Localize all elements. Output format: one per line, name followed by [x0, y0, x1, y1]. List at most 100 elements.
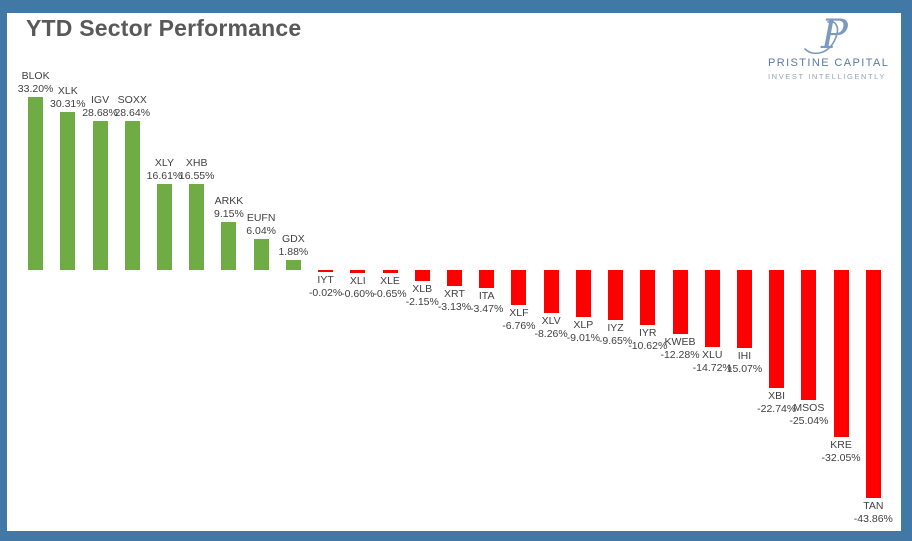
- bar-label-XLV: XLV -8.26%: [534, 315, 567, 341]
- bar-IHI: [736, 270, 752, 349]
- bar-ticker: SOXX: [117, 94, 147, 107]
- bar-label-ARKK: ARKK 9.15%: [214, 195, 244, 221]
- bar-ticker: XLF: [509, 307, 529, 320]
- bar-value: -8.26%: [534, 327, 568, 340]
- bar-ticker: GDX: [281, 233, 305, 246]
- bar-XBI: [769, 270, 785, 389]
- bar-ticker: XLI: [349, 275, 366, 288]
- bar-label-IYT: IYT -0.02%: [309, 274, 342, 300]
- bar-label-KWEB: KWEB -12.28%: [660, 336, 699, 362]
- bar-value: 16.55%: [178, 169, 215, 182]
- bar-value: -25.04%: [789, 415, 829, 428]
- bar-label-XBI: XBI -22.74%: [757, 390, 796, 416]
- bar-ticker: XLY: [154, 156, 174, 169]
- bar-value: -0.60%: [341, 288, 375, 301]
- bar-value: -43.86%: [853, 513, 893, 526]
- bar-value: 9.15%: [214, 208, 244, 221]
- bar-ticker: XLB: [412, 283, 433, 296]
- bar-value: -6.76%: [502, 320, 536, 333]
- logo-monogram-p-icon: P: [768, 12, 886, 58]
- bar-XRT: [446, 270, 462, 287]
- bar-ticker: TAN: [863, 500, 884, 513]
- bar-label-IGV: IGV 28.68%: [82, 94, 118, 120]
- bar-value: -32.05%: [821, 451, 861, 464]
- bar-label-TAN: TAN -43.86%: [854, 500, 893, 526]
- bar-value: 30.31%: [50, 98, 86, 111]
- bar-ticker: XBI: [768, 390, 786, 403]
- bar-label-XLY: XLY 16.61%: [147, 157, 183, 183]
- bar-value: -3.47%: [470, 303, 504, 316]
- bar-value: 28.68%: [82, 106, 118, 119]
- bar-value: -3.13%: [437, 301, 472, 314]
- bar-value: 33.20%: [17, 83, 54, 96]
- bar-XLP: [575, 270, 591, 317]
- bar-value: -2.15%: [405, 296, 439, 309]
- bar-SOXX: [124, 121, 140, 270]
- bar-ticker: XLE: [380, 275, 400, 288]
- bar-XLF: [511, 270, 527, 306]
- bar-value: -9.01%: [566, 331, 600, 344]
- bar-value: 1.88%: [278, 246, 309, 259]
- bar-TAN: [865, 270, 881, 499]
- bar-ticker: KWEB: [664, 335, 696, 348]
- bar-ARKK: [221, 222, 237, 270]
- bar-ticker: IYZ: [607, 322, 624, 335]
- bar-XLY: [156, 183, 172, 270]
- bar-ticker: XRT: [444, 288, 465, 301]
- bar-XLE: [382, 270, 398, 274]
- pristine-capital-logo: P PRISTINE CAPITAL INVEST INTELLIGENTLY: [768, 12, 888, 81]
- bar-XLV: [543, 270, 559, 313]
- bar-ticker: IYT: [317, 273, 334, 286]
- bar-ticker: EUFN: [246, 211, 276, 224]
- bar-BLOK: [28, 97, 44, 270]
- bar-ticker: XLP: [573, 318, 594, 331]
- bar-ticker: IGV: [90, 93, 110, 106]
- bar-MSOS: [801, 270, 817, 401]
- bar-value: 28.64%: [114, 107, 151, 120]
- bar-label-IHI: IHI 15.07%: [727, 350, 763, 376]
- bar-ITA: [479, 270, 495, 289]
- bar-label-MSOS: MSOS -25.04%: [789, 402, 828, 428]
- bar-value: -0.65%: [373, 288, 407, 301]
- bar-XLU: [704, 270, 720, 347]
- bar-ticker: XLV: [541, 314, 561, 327]
- bar-ticker: XLU: [701, 348, 723, 361]
- bar-label-XLP: XLP -9.01%: [567, 319, 600, 345]
- bar-label-GDX: GDX 1.88%: [278, 233, 308, 259]
- bar-ticker: MSOS: [793, 402, 825, 415]
- bar-label-IYZ: IYZ -9.65%: [599, 322, 632, 348]
- bar-label-XLI: XLI -0.60%: [341, 275, 374, 301]
- bar-ticker: ITA: [478, 290, 495, 303]
- bar-KRE: [833, 270, 849, 437]
- bar-ticker: IHI: [737, 350, 752, 363]
- bar-value: -12.28%: [660, 348, 700, 361]
- bar-KWEB: [672, 270, 688, 334]
- bar-value: -0.02%: [308, 286, 343, 299]
- bar-label-ITA: ITA -3.47%: [470, 290, 503, 316]
- bar-label-XHB: XHB 16.55%: [179, 157, 215, 183]
- bar-ticker: BLOK: [21, 70, 50, 83]
- bar-value: -9.65%: [598, 335, 633, 348]
- chart-title: YTD Sector Performance: [26, 15, 302, 41]
- bar-IYR: [640, 270, 656, 326]
- bar-label-SOXX: SOXX 28.64%: [114, 94, 150, 120]
- bar-IYT: [318, 270, 334, 272]
- bar-ticker: ARKK: [214, 195, 244, 208]
- bar-label-XLE: XLE -0.65%: [373, 275, 406, 301]
- bar-label-XLF: XLF -6.76%: [502, 307, 535, 333]
- bar-label-KRE: KRE -32.05%: [822, 439, 861, 465]
- bar-value: -22.74%: [757, 403, 797, 416]
- bar-ticker: KRE: [830, 438, 852, 451]
- bar-label-EUFN: EUFN 6.04%: [246, 212, 276, 238]
- bar-value: -10.62%: [628, 340, 668, 353]
- bar-ticker: XHB: [185, 156, 208, 169]
- bar-IGV: [92, 120, 108, 270]
- bar-label-XLU: XLU -14.72%: [693, 349, 732, 375]
- bar-value: 16.61%: [146, 169, 183, 182]
- bar-GDX: [285, 260, 301, 270]
- bar-XHB: [189, 183, 205, 270]
- bar-XLK: [60, 112, 76, 270]
- bar-XLI: [350, 270, 366, 274]
